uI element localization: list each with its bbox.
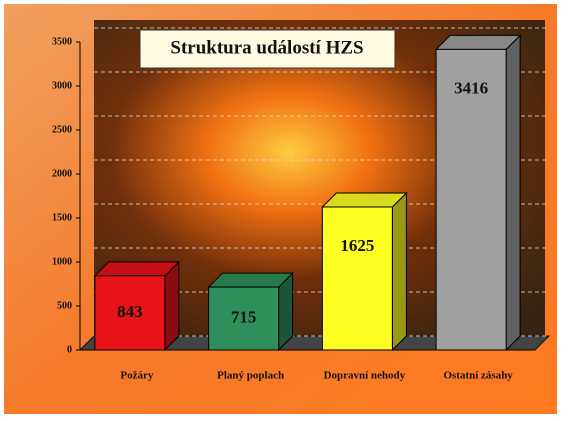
bar-side [391, 191, 407, 352]
data-label: 3416 [454, 78, 488, 97]
x-tick-label: Dopravní nehody [324, 370, 406, 382]
bar-top [321, 192, 408, 208]
bar [321, 206, 393, 351]
y-tick-label: 2500 [52, 124, 72, 135]
y-tick-label: 0 [67, 344, 72, 355]
y-tick-label: 3500 [52, 36, 72, 47]
bar [208, 286, 280, 351]
title-box [139, 29, 396, 69]
bar-top [207, 272, 294, 288]
data-label: 1625 [340, 236, 374, 255]
bar [435, 48, 507, 351]
y-tick-label: 1000 [52, 256, 72, 267]
y-tick-label: 2000 [52, 168, 72, 179]
x-tick-label: Ostatní zásahy [443, 370, 513, 382]
bar-top [93, 261, 181, 277]
data-label: 843 [117, 302, 143, 321]
data-label: 715 [231, 307, 257, 326]
x-tick-label: Planý poplach [217, 370, 284, 382]
bar-side [505, 34, 521, 352]
chart-title: Struktura událostí HZS [170, 37, 363, 58]
y-tick-label: 3000 [52, 80, 72, 91]
bar-side [164, 260, 180, 352]
photo-area [80, 20, 545, 350]
x-tick-label: Požáry [120, 370, 153, 382]
bar-top [434, 34, 522, 50]
bar [94, 275, 166, 351]
y-tick-label: 1500 [52, 212, 72, 223]
y-tick-label: 500 [57, 300, 72, 311]
